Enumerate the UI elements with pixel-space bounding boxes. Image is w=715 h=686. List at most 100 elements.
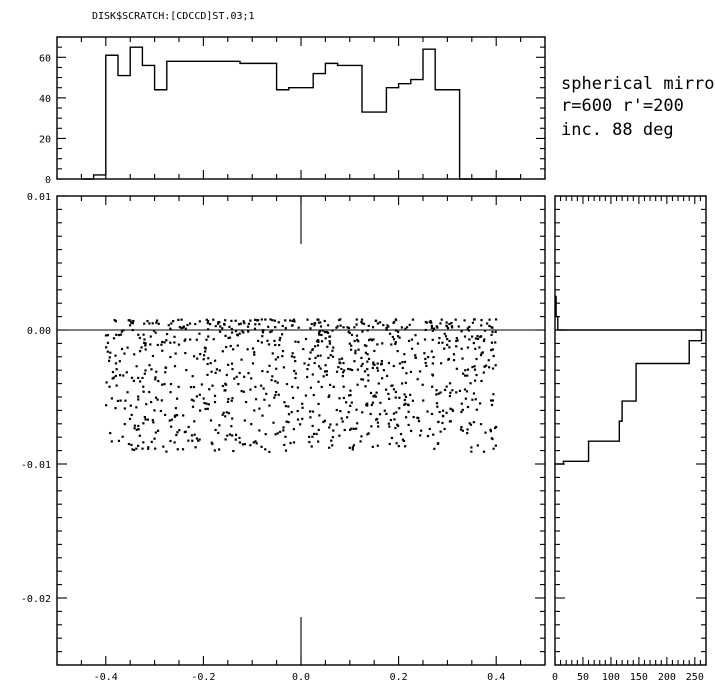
- scatter-point: [460, 425, 463, 429]
- scatter-point: [173, 365, 177, 368]
- scatter-point: [320, 333, 323, 337]
- scatter-point: [137, 376, 140, 380]
- scatter-point: [439, 391, 442, 394]
- scatter-point: [476, 444, 479, 447]
- scatter-point: [359, 440, 362, 443]
- scatter-point: [484, 431, 487, 434]
- scatter-point: [348, 342, 351, 345]
- scatter-point: [282, 426, 285, 429]
- scatter-point: [268, 404, 271, 407]
- scatter-point: [213, 394, 217, 397]
- scatter-point: [283, 401, 286, 404]
- scatter-point: [217, 322, 220, 325]
- scatter-point: [482, 339, 486, 342]
- scatter-point: [212, 338, 215, 341]
- y-tick-label: -0.01: [21, 460, 51, 471]
- scatter-point: [142, 390, 145, 393]
- scatter-point: [422, 399, 425, 402]
- scatter-point: [338, 434, 341, 437]
- scatter-point: [271, 375, 274, 378]
- scatter-point: [376, 417, 379, 421]
- scatter-point: [225, 411, 228, 414]
- scatter-point: [348, 446, 351, 449]
- scatter-point: [124, 399, 127, 402]
- scatter-point: [272, 421, 275, 424]
- scatter-point: [466, 374, 469, 377]
- scatter-point: [203, 354, 206, 357]
- scatter-point: [154, 331, 157, 334]
- scatter-point: [360, 318, 364, 321]
- scatter-point: [242, 390, 245, 393]
- scatter-point: [289, 441, 292, 445]
- scatter-point: [261, 329, 264, 332]
- scatter-point: [437, 341, 440, 344]
- scatter-point: [441, 409, 445, 412]
- scatter-point: [466, 428, 469, 431]
- scatter-point: [431, 329, 434, 332]
- scatter-point: [398, 396, 401, 399]
- scatter-point: [227, 336, 230, 340]
- scatter-point: [234, 319, 237, 322]
- scatter-point: [260, 318, 263, 321]
- scatter-point: [183, 430, 186, 434]
- scatter-point: [180, 326, 183, 330]
- scatter-point: [118, 360, 121, 363]
- scatter-point: [361, 411, 364, 414]
- scatter-point: [346, 416, 349, 419]
- scatter-point: [394, 329, 398, 332]
- scatter-point: [234, 433, 238, 436]
- scatter-point: [386, 374, 389, 378]
- scatter-point: [249, 388, 252, 391]
- annotation-line-incidence: inc. 88 deg: [561, 120, 674, 140]
- scatter-point: [340, 367, 343, 371]
- scatter-point: [231, 367, 234, 371]
- scatter-point: [460, 330, 463, 333]
- scatter-point: [132, 319, 135, 323]
- scatter-point: [327, 395, 330, 399]
- scatter-point: [394, 318, 397, 321]
- scatter-point: [351, 448, 354, 451]
- scatter-point: [397, 444, 400, 448]
- scatter-point: [385, 327, 388, 330]
- scatter-point: [221, 350, 224, 353]
- scatter-point: [350, 401, 353, 404]
- scatter-point: [330, 439, 333, 442]
- scatter-point: [371, 366, 374, 370]
- scatter-point: [297, 340, 300, 344]
- scatter-point: [367, 339, 371, 342]
- scatter-point: [317, 402, 320, 405]
- scatter-point: [120, 330, 123, 333]
- scatter-point: [426, 435, 430, 438]
- top-y-tick-label: 20: [39, 134, 51, 145]
- scatter-point: [119, 399, 122, 402]
- scatter-point: [281, 349, 285, 353]
- scatter-point: [115, 333, 118, 336]
- scatter-point: [163, 341, 166, 344]
- scatter-point: [270, 330, 273, 333]
- scatter-point: [476, 335, 479, 338]
- scatter-point: [264, 448, 267, 451]
- scatter-point: [224, 383, 228, 386]
- scatter-point: [181, 448, 185, 451]
- scatter-point: [226, 434, 229, 437]
- scatter-point: [312, 432, 316, 436]
- scatter-point: [400, 326, 403, 329]
- scatter-point: [139, 380, 142, 383]
- scatter-point: [253, 351, 256, 354]
- scatter-point: [227, 397, 230, 401]
- scatter-point: [376, 322, 379, 325]
- scatter-point: [394, 390, 397, 394]
- scatter-point: [169, 391, 172, 394]
- scatter-point: [115, 368, 118, 371]
- scatter-point: [150, 440, 153, 443]
- scatter-point: [121, 435, 124, 438]
- scatter-point: [311, 435, 314, 438]
- scatter-point: [346, 326, 349, 329]
- scatter-point: [443, 347, 446, 350]
- scatter-point: [243, 322, 246, 325]
- scatter-point: [240, 389, 243, 393]
- scatter-point: [189, 338, 192, 341]
- scatter-point: [205, 402, 208, 405]
- scatter-point: [317, 332, 321, 335]
- scatter-point: [362, 322, 366, 325]
